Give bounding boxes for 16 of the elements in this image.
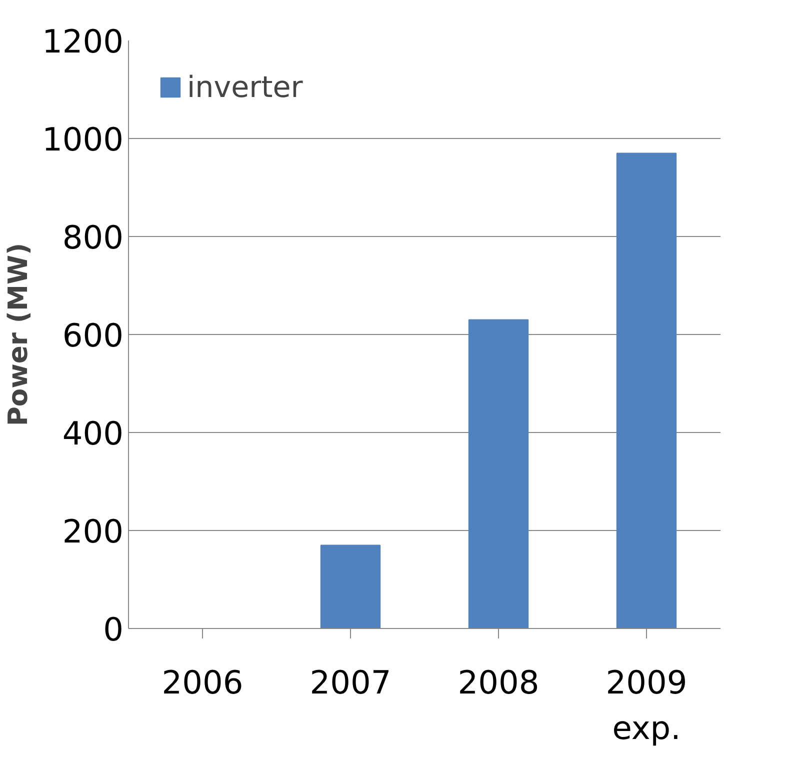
x-tick-label: 2009 exp. [606,664,688,748]
x-tick-label: 2006 [162,664,244,702]
y-tick-label: 1000 [42,120,124,158]
legend-label: inverter [187,70,303,104]
bar [616,152,677,628]
x-tick-label: 2007 [310,664,392,702]
y-tick-label: 600 [62,316,124,354]
y-tick-label: 800 [62,218,124,256]
bar [468,319,529,628]
y-tick-label: 1200 [42,22,124,60]
x-tick-label: 2008 [458,664,540,702]
bar [320,544,381,628]
y-axis-title: Power (MW) [3,242,34,426]
y-tick-label: 400 [62,414,124,452]
y-tick-label: 0 [103,610,124,648]
y-tick-label: 200 [62,512,124,550]
